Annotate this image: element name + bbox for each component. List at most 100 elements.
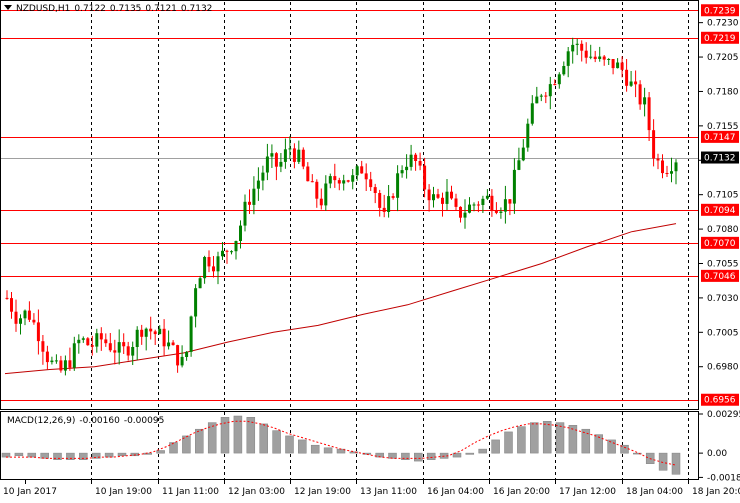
candle-body xyxy=(481,198,485,205)
candle-body xyxy=(378,193,382,208)
candle-body xyxy=(494,210,498,213)
candle-body xyxy=(548,84,552,97)
macd-histogram-bar xyxy=(414,452,423,462)
candle-body xyxy=(292,148,296,162)
macd-histogram-bar xyxy=(79,452,88,460)
candle-body xyxy=(261,172,265,181)
time-tick-label: 17 Jan 12:00 xyxy=(559,487,616,497)
candle-body xyxy=(580,43,584,51)
price-tick-label: 0.7105 xyxy=(707,191,739,201)
close-value: 0.7132 xyxy=(180,4,213,14)
candle-body xyxy=(149,328,153,332)
price-axis[interactable]: 0.72300.72050.71800.71550.71300.71050.70… xyxy=(699,4,740,483)
candle-body xyxy=(95,333,99,347)
candle-body xyxy=(212,266,215,272)
candle-body xyxy=(153,331,157,335)
candle-body xyxy=(198,278,202,289)
candle-body xyxy=(526,123,530,148)
candle-body xyxy=(616,62,620,69)
horizontal-levels[interactable] xyxy=(0,10,698,401)
candle-body xyxy=(387,196,391,212)
candle-body xyxy=(59,360,63,371)
macd-histogram-bar xyxy=(182,435,191,454)
candle-body xyxy=(306,166,310,182)
macd-histogram-bar xyxy=(465,452,475,455)
candle-body xyxy=(301,149,305,167)
candle-body xyxy=(647,97,651,131)
macd-histogram-bar xyxy=(607,439,616,454)
current-price-label: 0.7132 xyxy=(704,154,736,164)
macd-histogram-bar xyxy=(1,452,11,458)
macd-histogram-bar xyxy=(66,452,75,460)
candle-body xyxy=(122,342,126,347)
candle-body xyxy=(203,257,207,279)
candle-body xyxy=(126,346,130,356)
candle-body xyxy=(373,187,377,193)
macd-histogram-bar xyxy=(478,448,487,454)
candle-body xyxy=(535,96,539,104)
macd-histogram-bar xyxy=(259,423,268,454)
candle-body xyxy=(171,342,175,346)
candle-body xyxy=(468,204,471,213)
macd-histogram-bar xyxy=(27,452,37,458)
candle-body xyxy=(670,171,673,174)
candle-body xyxy=(77,339,81,344)
level-price-box xyxy=(701,203,739,216)
candle-body xyxy=(113,350,117,353)
candle-body xyxy=(131,347,135,356)
candle-body xyxy=(248,201,251,205)
candle-body xyxy=(50,360,54,363)
candle-body xyxy=(351,175,355,182)
level-price-label: 0.7094 xyxy=(704,206,736,216)
level-price-label: 0.7239 xyxy=(704,6,736,16)
level-price-box xyxy=(701,130,739,143)
time-axis[interactable]: 10 Jan 2017 10 Jan 19:00 11 Jan 11:00 12 Ja… xyxy=(3,480,740,497)
main-pane-border xyxy=(0,0,699,410)
candle-body xyxy=(63,360,67,371)
candle-body xyxy=(221,250,224,257)
candle-body xyxy=(674,162,678,172)
level-price-label: 0.7070 xyxy=(704,239,736,249)
candle-body xyxy=(364,173,368,180)
candle-body xyxy=(589,56,593,58)
time-tick-label: 10 Jan 19:00 xyxy=(95,487,152,497)
candle-body xyxy=(593,56,597,59)
grid xyxy=(91,2,689,479)
candle-body xyxy=(315,181,319,199)
candle-body xyxy=(333,176,337,181)
candle-body xyxy=(508,199,512,204)
level-price-box xyxy=(701,31,739,44)
macd-histogram-bar xyxy=(504,431,513,454)
macd-histogram-bar xyxy=(530,422,539,454)
macd-histogram-bar xyxy=(388,452,397,459)
candle-body xyxy=(607,59,611,60)
macd-histogram-bar xyxy=(542,421,552,454)
current-price-box xyxy=(701,151,739,164)
macd-label: MACD(12,26,9) xyxy=(7,416,76,426)
candle-body xyxy=(68,360,72,368)
macd-histogram-bar xyxy=(14,452,24,457)
level-price-label: 0.7046 xyxy=(704,272,736,282)
candle-body xyxy=(432,194,435,201)
level-price-label: 0.7147 xyxy=(704,133,736,143)
candle-body xyxy=(54,360,58,362)
macd-histogram-bar xyxy=(517,426,526,454)
macd-histogram-bar xyxy=(323,447,333,454)
macd-histogram-bar xyxy=(594,434,603,454)
candle-body xyxy=(117,342,121,353)
macd-pane xyxy=(1,415,681,475)
candle-body xyxy=(104,339,108,344)
dropdown-triangle-icon[interactable] xyxy=(4,5,12,10)
macd-histogram-bar xyxy=(91,452,101,459)
candle-body xyxy=(503,199,507,212)
macd-histogram-bar xyxy=(285,435,294,454)
candle-body xyxy=(459,206,462,218)
low-value: 0.7121 xyxy=(145,4,177,14)
macd-histogram-bar xyxy=(349,451,359,454)
candle-body xyxy=(256,180,260,189)
candles xyxy=(5,37,678,376)
candle-body xyxy=(611,59,615,69)
candle-body xyxy=(72,343,76,368)
